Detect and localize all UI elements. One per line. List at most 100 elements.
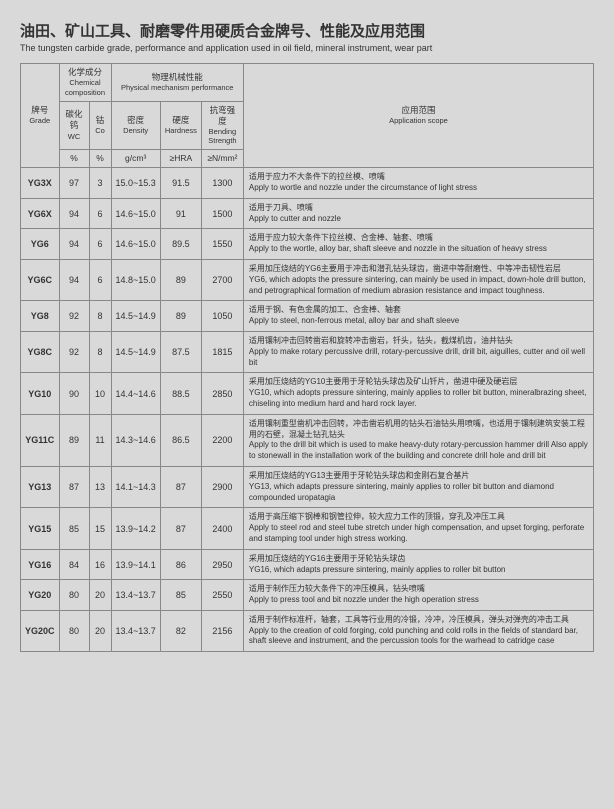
cell-density: 14.6~15.0 [111, 198, 160, 229]
cell-grade: YG10 [21, 373, 60, 414]
cell-grade: YG3X [21, 168, 60, 199]
cell-bend: 2850 [201, 373, 243, 414]
th-co: 钴Co [89, 101, 111, 150]
cell-hardness: 89 [160, 301, 201, 332]
cell-wc: 92 [59, 301, 89, 332]
th-density-unit: g/cm³ [111, 150, 160, 168]
cell-scope: 采用加压烧结的YG13主要用于牙轮钻头球齿和金刚石复合基片YG13, which… [243, 466, 593, 507]
cell-hardness: 91.5 [160, 168, 201, 199]
th-chem: 化学成分Chemical composition [59, 64, 111, 102]
cell-scope: 采用加压烧结的YG10主要用于牙轮钻头球齿及矿山钎片，凿进中硬及硬岩层YG10,… [243, 373, 593, 414]
cell-scope: 适用于刀具、喷嘴Apply to cutter and nozzle [243, 198, 593, 229]
cell-hardness: 91 [160, 198, 201, 229]
th-hardness-unit: ≥HRA [160, 150, 201, 168]
cell-wc: 87 [59, 466, 89, 507]
cell-wc: 90 [59, 373, 89, 414]
cell-density: 13.9~14.2 [111, 508, 160, 549]
cell-wc: 94 [59, 229, 89, 260]
th-density: 密度Density [111, 101, 160, 150]
table-row: YG3X97315.0~15.391.51300适用于应力不大条件下的拉丝模、喷… [21, 168, 594, 199]
cell-bend: 1500 [201, 198, 243, 229]
cell-grade: YG13 [21, 466, 60, 507]
th-scope: 应用范围Application scope [243, 64, 593, 168]
carbide-grade-table: 牌号Grade 化学成分Chemical composition 物理机械性能P… [20, 63, 594, 652]
cell-bend: 2700 [201, 259, 243, 300]
cell-hardness: 86 [160, 549, 201, 580]
cell-wc: 97 [59, 168, 89, 199]
cell-co: 20 [89, 580, 111, 611]
cell-wc: 94 [59, 198, 89, 229]
table-row: YG20C802013.4~13.7822156适用于制作标准杆，轴套，工具等行… [21, 610, 594, 651]
cell-bend: 2156 [201, 610, 243, 651]
cell-co: 11 [89, 414, 111, 466]
cell-co: 10 [89, 373, 111, 414]
cell-density: 13.4~13.7 [111, 580, 160, 611]
cell-bend: 1300 [201, 168, 243, 199]
cell-co: 6 [89, 259, 111, 300]
cell-co: 16 [89, 549, 111, 580]
cell-grade: YG20C [21, 610, 60, 651]
cell-hardness: 86.5 [160, 414, 201, 466]
th-co-unit: % [89, 150, 111, 168]
cell-wc: 84 [59, 549, 89, 580]
cell-density: 13.4~13.7 [111, 610, 160, 651]
cell-density: 13.9~14.1 [111, 549, 160, 580]
cell-scope: 适用于制作压力较大条件下的冲压模具，钻头喷嘴Apply to press too… [243, 580, 593, 611]
cell-scope: 适用镶制冲击回转凿岩和旋转冲击凿岩，钎头，钻头，截煤机齿，油井钻头Apply t… [243, 331, 593, 372]
cell-density: 14.1~14.3 [111, 466, 160, 507]
table-row: YG8C92814.5~14.987.51815适用镶制冲击回转凿岩和旋转冲击凿… [21, 331, 594, 372]
cell-scope: 适用镶制重型凿机冲击回转，冲击凿岩机用的钻头石油钻头用喷嘴，也适用于镶制建筑安装… [243, 414, 593, 466]
cell-bend: 2200 [201, 414, 243, 466]
cell-co: 8 [89, 331, 111, 372]
cell-grade: YG11C [21, 414, 60, 466]
cell-wc: 85 [59, 508, 89, 549]
cell-wc: 89 [59, 414, 89, 466]
table-row: YG20802013.4~13.7852550适用于制作压力较大条件下的冲压模具… [21, 580, 594, 611]
cell-density: 15.0~15.3 [111, 168, 160, 199]
cell-hardness: 87 [160, 508, 201, 549]
cell-density: 14.4~14.6 [111, 373, 160, 414]
th-wc-unit: % [59, 150, 89, 168]
cell-hardness: 88.5 [160, 373, 201, 414]
cell-co: 15 [89, 508, 111, 549]
cell-density: 14.5~14.9 [111, 331, 160, 372]
cell-grade: YG6X [21, 198, 60, 229]
cell-bend: 1550 [201, 229, 243, 260]
table-row: YG694614.6~15.089.51550适用于应力较大条件下拉丝模、合金棒… [21, 229, 594, 260]
cell-wc: 80 [59, 610, 89, 651]
cell-bend: 1815 [201, 331, 243, 372]
cell-grade: YG15 [21, 508, 60, 549]
cell-grade: YG6 [21, 229, 60, 260]
cell-hardness: 87 [160, 466, 201, 507]
cell-hardness: 89.5 [160, 229, 201, 260]
cell-hardness: 87.5 [160, 331, 201, 372]
cell-scope: 适用于应力不大条件下的拉丝模、喷嘴Apply to wortle and noz… [243, 168, 593, 199]
cell-hardness: 89 [160, 259, 201, 300]
cell-co: 6 [89, 229, 111, 260]
cell-scope: 采用加压烧结的YG16主要用于牙轮钻头球齿YG16, which adapts … [243, 549, 593, 580]
cell-co: 8 [89, 301, 111, 332]
cell-scope: 适用于钢、有色金属的加工、合金棒、轴套Apply to steel, non-f… [243, 301, 593, 332]
th-hardness: 硬度Hardness [160, 101, 201, 150]
cell-co: 13 [89, 466, 111, 507]
cell-bend: 2900 [201, 466, 243, 507]
cell-scope: 适用于应力较大条件下拉丝模、合金棒、轴套、喷嘴Apply to the wort… [243, 229, 593, 260]
cell-co: 3 [89, 168, 111, 199]
cell-bend: 1050 [201, 301, 243, 332]
cell-grade: YG6C [21, 259, 60, 300]
table-row: YG6C94614.8~15.0892700采用加压烧结的YG6主要用于冲击和潜… [21, 259, 594, 300]
title-english: The tungsten carbide grade, performance … [20, 43, 594, 53]
cell-scope: 采用加压烧结的YG6主要用于冲击和潜孔钻头球齿，凿进中等耐磨性、中等冲击韧性岩层… [243, 259, 593, 300]
table-row: YG10901014.4~14.688.52850采用加压烧结的YG10主要用于… [21, 373, 594, 414]
th-phys: 物理机械性能Physical mechanism performance [111, 64, 243, 102]
title-chinese: 油田、矿山工具、耐磨零件用硬质合金牌号、性能及应用范围 [20, 20, 594, 41]
cell-bend: 2550 [201, 580, 243, 611]
th-wc: 碳化钨WC [59, 101, 89, 150]
cell-co: 20 [89, 610, 111, 651]
th-grade: 牌号Grade [21, 64, 60, 168]
cell-density: 14.5~14.9 [111, 301, 160, 332]
table-row: YG15851513.9~14.2872400适用于高压缩下钢棒和钢管拉伸，较大… [21, 508, 594, 549]
cell-density: 14.8~15.0 [111, 259, 160, 300]
cell-co: 6 [89, 198, 111, 229]
table-row: YG13871314.1~14.3872900采用加压烧结的YG13主要用于牙轮… [21, 466, 594, 507]
